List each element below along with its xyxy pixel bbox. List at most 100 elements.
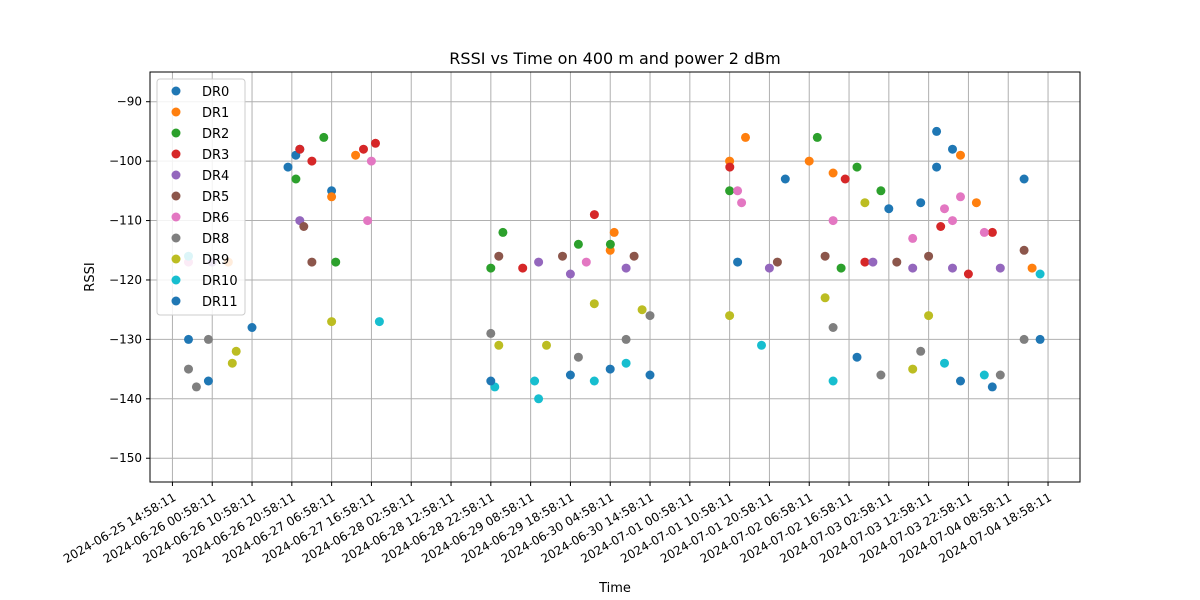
data-point xyxy=(725,186,735,196)
data-point xyxy=(892,257,902,267)
data-point xyxy=(733,186,743,196)
data-point xyxy=(924,311,934,321)
data-point xyxy=(307,257,317,267)
legend-marker xyxy=(171,107,181,117)
data-point xyxy=(764,263,774,273)
data-point xyxy=(203,376,213,386)
data-point xyxy=(780,174,790,184)
series-dr3 xyxy=(295,138,997,279)
data-point xyxy=(971,198,981,208)
data-point xyxy=(820,251,830,261)
data-point xyxy=(1019,334,1029,344)
data-point xyxy=(860,198,870,208)
data-point xyxy=(374,317,384,327)
data-point xyxy=(908,263,918,273)
legend-label: DR1 xyxy=(202,106,229,121)
data-point xyxy=(948,216,957,226)
legend-label: DR4 xyxy=(202,169,229,184)
y-tick-label: −100 xyxy=(109,154,142,168)
data-point xyxy=(828,216,838,226)
series-dr10 xyxy=(184,251,1045,404)
data-point xyxy=(629,251,639,261)
data-point xyxy=(948,263,957,273)
series-dr2 xyxy=(291,132,886,273)
legend-marker xyxy=(171,149,181,159)
data-point xyxy=(621,263,631,273)
data-point xyxy=(621,334,631,344)
data-point xyxy=(227,358,237,368)
data-point xyxy=(860,257,870,267)
data-point xyxy=(916,198,926,208)
data-point xyxy=(359,144,368,154)
series-dr5 xyxy=(299,222,1029,267)
data-point xyxy=(203,334,213,344)
data-point xyxy=(868,257,878,267)
legend-marker xyxy=(171,254,181,264)
data-point xyxy=(979,227,989,237)
data-point xyxy=(757,340,766,350)
legend-label: DR5 xyxy=(202,190,229,205)
data-point xyxy=(184,364,193,374)
data-point xyxy=(295,144,305,154)
data-point xyxy=(940,204,949,214)
legend-marker xyxy=(171,296,181,306)
data-point xyxy=(581,257,591,267)
data-point xyxy=(737,198,747,208)
data-point xyxy=(828,323,838,332)
data-point xyxy=(363,216,373,226)
data-point xyxy=(836,263,846,273)
data-point xyxy=(932,126,942,136)
data-point xyxy=(191,382,201,392)
chart-title: RSSI vs Time on 400 m and power 2 dBm xyxy=(449,49,780,68)
legend-label: DR9 xyxy=(202,253,229,268)
legend-label: DR2 xyxy=(202,127,229,142)
data-point xyxy=(804,156,814,166)
legend-label: DR3 xyxy=(202,148,229,163)
data-point xyxy=(534,394,544,404)
data-point xyxy=(605,364,615,374)
data-point xyxy=(573,352,583,362)
data-point xyxy=(840,174,850,184)
data-point xyxy=(828,376,838,386)
data-point xyxy=(940,358,949,368)
data-point xyxy=(948,144,957,154)
data-point xyxy=(772,257,782,267)
data-point xyxy=(725,162,735,172)
data-point xyxy=(979,370,989,380)
data-point xyxy=(645,370,655,380)
axes-background xyxy=(150,72,1080,482)
data-point xyxy=(812,132,822,142)
data-point xyxy=(924,251,934,261)
data-point xyxy=(820,293,830,303)
legend-marker xyxy=(171,275,181,285)
data-point xyxy=(852,162,862,172)
data-point xyxy=(247,323,257,332)
data-point xyxy=(486,263,496,273)
data-point xyxy=(956,376,965,386)
legend-marker xyxy=(171,212,181,222)
data-point xyxy=(1019,245,1029,255)
data-point xyxy=(184,334,193,344)
data-point xyxy=(498,227,508,237)
series-dr9 xyxy=(227,198,934,374)
legend-marker xyxy=(171,191,181,201)
legend-marker xyxy=(171,233,181,243)
legend-label: DR10 xyxy=(202,274,238,289)
data-point xyxy=(1019,174,1029,184)
y-tick-label: −140 xyxy=(109,392,142,406)
data-point xyxy=(565,370,575,380)
data-point xyxy=(366,156,376,166)
data-point xyxy=(725,311,735,321)
data-point xyxy=(299,222,309,231)
data-point xyxy=(319,132,329,142)
data-point xyxy=(908,233,918,243)
data-point xyxy=(486,376,496,386)
y-gridlines xyxy=(150,101,1080,459)
data-point xyxy=(307,156,317,166)
data-point xyxy=(621,358,631,368)
x-axis-label: Time xyxy=(598,581,631,596)
y-tick-label: −110 xyxy=(109,214,142,228)
y-tick-label: −120 xyxy=(109,273,142,287)
data-point xyxy=(1035,334,1045,344)
data-point xyxy=(558,251,567,261)
